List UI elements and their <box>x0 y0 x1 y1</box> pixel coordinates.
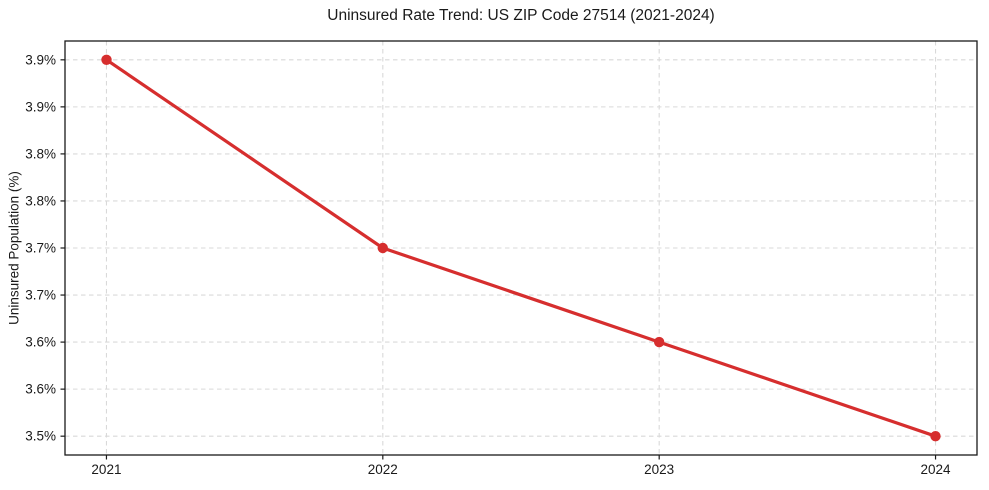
data-point <box>654 336 665 348</box>
y-tick-label: 3.6% <box>25 335 56 350</box>
x-tick-label: 2021 <box>91 462 121 477</box>
y-tick-label: 3.7% <box>25 241 56 256</box>
y-tick-label: 3.5% <box>25 429 56 444</box>
x-tick-label: 2024 <box>921 462 952 477</box>
x-tick-label: 2023 <box>644 462 674 477</box>
y-tick-label: 3.7% <box>25 288 56 303</box>
y-tick-label: 3.8% <box>25 146 56 161</box>
data-point <box>101 54 112 65</box>
axis-ticks <box>60 59 937 460</box>
plot-border <box>64 40 978 456</box>
y-tick-label: 3.8% <box>25 193 56 208</box>
y-tick-label: 3.9% <box>25 52 56 67</box>
y-tick-label: 3.9% <box>25 99 56 114</box>
gridlines <box>65 41 977 455</box>
x-tick-label: 2022 <box>368 462 398 477</box>
y-tick-label: 3.6% <box>25 382 56 397</box>
data-point <box>377 242 388 254</box>
data-points <box>101 54 941 442</box>
trend-line <box>104 58 938 438</box>
chart-title: Uninsured Rate Trend: US ZIP Code 27514 … <box>327 7 715 24</box>
data-point <box>930 431 941 442</box>
tick-labels: 2021 2022 2023 2024 3.9% 3.9% 3.8% 3.8% 3.7% 3.7%… <box>25 52 951 477</box>
